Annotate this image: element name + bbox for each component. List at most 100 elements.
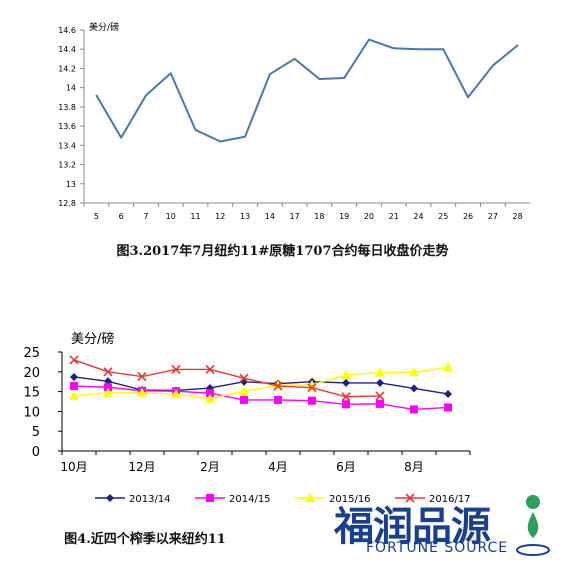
point-marker (70, 382, 78, 391)
point-marker (273, 381, 283, 391)
legend-item-2013-14: 2013/14 (95, 494, 171, 505)
point-marker (69, 390, 79, 400)
legend-item-2016-17: 2016/17 (395, 493, 471, 505)
point-marker (273, 380, 283, 390)
point-marker (376, 399, 384, 408)
price-point (442, 48, 445, 51)
price-point (467, 96, 469, 99)
x-tick-label: 25 (438, 212, 448, 221)
y-tick-label: 25 (23, 346, 40, 361)
series-2013-14 (70, 372, 452, 398)
point-marker (137, 371, 147, 382)
series-line (73, 376, 449, 395)
price-point (516, 44, 519, 47)
y-tick-label: 14.4 (58, 45, 76, 54)
y-tick-label: 13 (66, 180, 76, 189)
series-line (73, 359, 381, 398)
x-tick-label: 18 (314, 212, 324, 221)
point-marker (206, 389, 214, 398)
y-tick-label: 5 (32, 425, 40, 440)
x-tick-label: 24 (413, 212, 423, 221)
point-marker (239, 373, 249, 383)
y-tick-label: 15 (23, 386, 40, 401)
price-point (194, 129, 197, 131)
point-marker (307, 379, 317, 389)
price-point (343, 77, 345, 79)
point-marker (206, 384, 214, 393)
x-tick-label: 19 (339, 212, 349, 221)
x-tick-label: 27 (488, 212, 498, 221)
point-marker (274, 395, 282, 404)
price-line (95, 38, 519, 143)
point-marker (410, 405, 418, 414)
x-tick-label: 14 (265, 212, 275, 221)
price-point (120, 136, 122, 139)
series-line (73, 385, 449, 411)
point-marker (69, 355, 79, 365)
watermark-english: FORTUNE SOURCE (366, 540, 509, 556)
point-marker (103, 367, 113, 377)
price-point (219, 140, 222, 143)
legend-item-2015-16: 2015/16 (295, 493, 371, 505)
legend-label: 2016/17 (429, 494, 471, 505)
series-line (73, 366, 449, 400)
point-marker (171, 388, 181, 398)
price-point (417, 48, 420, 51)
point-marker (444, 403, 452, 412)
x-tick-label: 28 (513, 212, 523, 221)
y-axis-unit: 美分/磅 (71, 331, 114, 347)
x-tick-label: 6月 (336, 460, 356, 474)
point-marker (239, 386, 249, 396)
point-marker (375, 391, 385, 401)
point-marker (409, 367, 419, 377)
series-2015-16 (69, 362, 453, 403)
price-point (293, 58, 296, 60)
x-tick-label: 5 (94, 212, 99, 221)
water-drop-icon (516, 495, 550, 556)
y-tick-label: 14.2 (58, 64, 76, 73)
point-marker (375, 367, 385, 377)
chart-seasonal-comparison: 美分/磅 0 5 10 15 20 25 10月 12月 2月 4月 6月 8月 2013/14 2014/… (23, 331, 471, 505)
y-tick-label: 0 (32, 445, 40, 460)
caption-chart-4: 图4.近四个榨季以来纽约11 (64, 532, 226, 547)
legend-label: 2014/15 (229, 494, 271, 505)
x-tick-label: 7 (143, 212, 148, 221)
x-tick-label: 12 (215, 212, 225, 221)
price-point (145, 94, 147, 97)
x-tick-label: 21 (389, 212, 399, 221)
point-marker (104, 383, 112, 392)
legend-item-2014-15: 2014/15 (195, 494, 271, 505)
point-marker (104, 377, 112, 386)
x-tick-label: 2月 (200, 460, 220, 474)
x-tick-label: 4月 (268, 460, 288, 474)
point-marker (206, 494, 214, 502)
point-marker (341, 369, 351, 379)
price-point (318, 78, 321, 80)
legend-label: 2015/16 (329, 494, 371, 505)
chart-nyb11-july-2017: 美分/磅 12.8 13 13.2 13.4 13.6 13.8 14 14.2 14.4 14.6… (58, 21, 530, 221)
price-point (95, 94, 98, 97)
point-marker (307, 383, 317, 393)
point-marker (376, 378, 384, 387)
caption-chart-3: 图3.2017年7月纽约11#原糖1707合约每日收盘价走势 (116, 244, 449, 259)
y-tick-label: 20 (23, 366, 40, 381)
point-marker (443, 362, 453, 372)
x-tick-label: 6 (119, 212, 124, 221)
x-tick-label: 20 (364, 212, 374, 221)
point-marker (405, 493, 415, 503)
x-tick-label: 13 (240, 212, 250, 221)
point-marker (342, 400, 350, 409)
x-tick-label: 26 (463, 212, 473, 221)
y-tick-label: 13.8 (58, 103, 76, 112)
series-2016-17 (69, 355, 385, 402)
price-point (368, 38, 370, 41)
price-point (492, 64, 494, 67)
point-marker (308, 396, 316, 405)
point-marker (103, 387, 113, 397)
x-tick-label: 10月 (60, 460, 87, 474)
fortune-source-watermark: 福润品源 FORTUNE SOURCE (328, 494, 563, 560)
x-tick-label: 12月 (128, 460, 155, 474)
point-marker (342, 378, 350, 387)
watermark-chinese: 福润品源 (334, 504, 491, 550)
point-marker (341, 392, 351, 402)
